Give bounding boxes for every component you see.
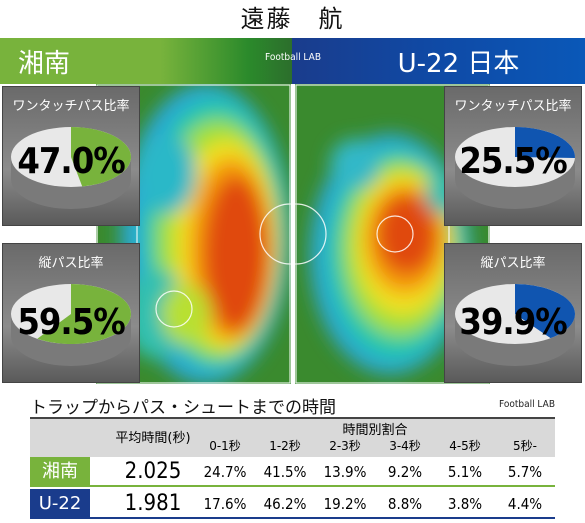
panel-label: 縦パス比率 (480, 256, 546, 271)
panel-left-vertical: 縦パス比率 59.5% (2, 243, 140, 383)
row-value: 41.5% (263, 463, 307, 481)
team-right-name: U-22 日本 (397, 48, 520, 79)
category-header: 5秒- (513, 439, 537, 453)
panel-label: ワンタッチパス比率 (12, 99, 130, 114)
table-row: U-22 1.981 17.6% 46.2% 19.2% 8.8% 3.8% 4… (30, 489, 555, 519)
pie-right-vertical (455, 284, 575, 366)
row-avg: 2.025 (124, 459, 182, 484)
pie-left-vertical (11, 284, 132, 366)
row-value: 24.7% (203, 463, 247, 481)
row-value: 9.2% (387, 463, 423, 481)
row-value: 46.2% (263, 495, 307, 513)
panel-label: 縦パス比率 (38, 256, 104, 271)
avg-header: 平均時間(秒) (115, 431, 191, 446)
pie-slice (515, 127, 575, 158)
pie-value-label: 59.5% (17, 302, 125, 343)
row-value: 5.7% (507, 463, 543, 481)
category-header: 1-2秒 (269, 439, 301, 453)
category-header: 0-1秒 (209, 439, 241, 453)
row-divider (30, 517, 555, 519)
group-header: 時間別割合 (342, 423, 408, 438)
team-right-bar: U-22 日本 (292, 38, 585, 84)
panel-label: ワンタッチパス比率 (454, 99, 572, 114)
team-left-name: 湘南 (18, 48, 71, 79)
row-value: 19.2% (323, 495, 367, 513)
panel-right-onetouch: ワンタッチパス比率 25.5% (444, 86, 582, 226)
row-avg: 1.981 (124, 491, 182, 516)
category-header: 4-5秒 (449, 439, 481, 453)
pie-slice (37, 284, 132, 344)
pie-value-label: 47.0% (17, 141, 125, 182)
row-value: 17.6% (203, 495, 247, 513)
table-header: 平均時間(秒) 時間別割合 0-1秒 1-2秒 2-3秒 3-4秒 4-5秒 5… (30, 419, 555, 457)
brand-badge: Football LAB (265, 52, 321, 63)
pie-left-onetouch (11, 127, 132, 209)
halfway-divider (291, 84, 295, 384)
stats-brand: Football LAB (499, 399, 555, 410)
row-value: 8.8% (387, 495, 423, 513)
row-value: 5.1% (447, 463, 483, 481)
stats-header: トラップからパス・シュートまでの時間 Football LAB (30, 393, 555, 419)
category-header: 2-3秒 (329, 439, 361, 453)
stats-title: トラップからパス・シュートまでの時間 (30, 398, 336, 418)
pie-value-label: 25.5% (459, 141, 567, 182)
page-title: 遠藤 航 (240, 5, 345, 33)
row-value: 4.4% (507, 495, 543, 513)
panel-left-onetouch: ワンタッチパス比率 47.0% (2, 86, 140, 226)
panel-right-vertical: 縦パス比率 39.9% (444, 243, 582, 383)
row-label: 湘南 (30, 457, 90, 487)
pie-value-label: 39.9% (459, 302, 567, 343)
pie-slice (71, 127, 132, 187)
pie-right-onetouch (455, 127, 575, 209)
heatmap-right (295, 84, 490, 384)
team-left-bar: 湘南 (0, 38, 292, 84)
pie-slice (515, 284, 575, 339)
category-header: 3-4秒 (389, 439, 421, 453)
row-divider (30, 485, 555, 487)
row-value: 3.8% (447, 495, 483, 513)
row-label: U-22 (30, 489, 90, 519)
heatmap-pitch (96, 84, 490, 384)
row-value: 13.9% (323, 463, 367, 481)
heatmap-right-svg (295, 84, 490, 384)
table-row: 湘南 2.025 24.7% 41.5% 13.9% 9.2% 5.1% 5.7… (30, 457, 555, 487)
